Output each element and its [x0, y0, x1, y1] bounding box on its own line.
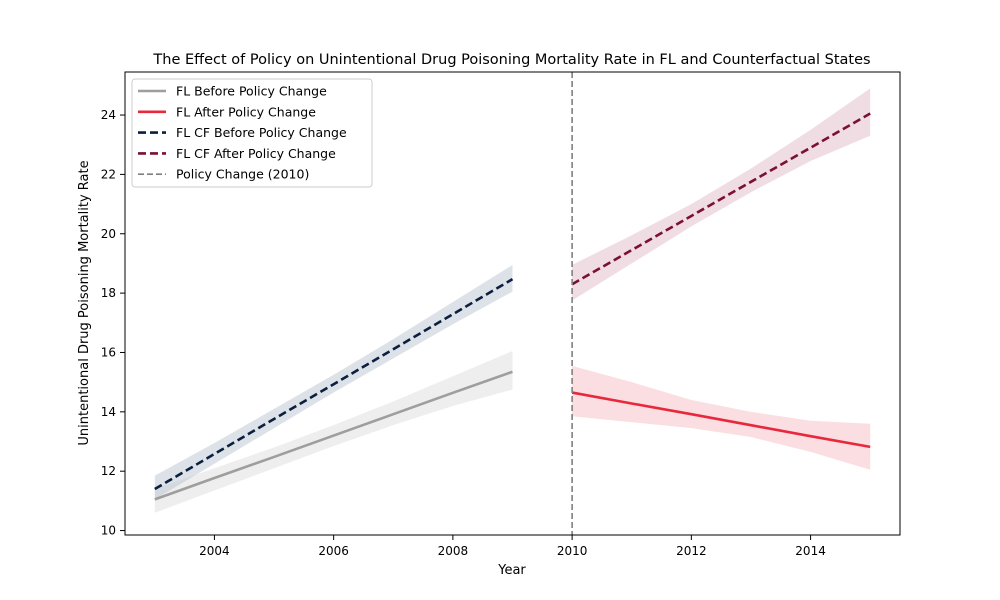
series-line-2 — [154, 278, 514, 491]
y-tick-label: 12 — [101, 464, 116, 478]
x-tick-label: 2004 — [199, 544, 230, 558]
x-tick-label: 2006 — [318, 544, 349, 558]
y-tick-label: 14 — [101, 405, 116, 419]
x-tick-label: 2010 — [557, 544, 588, 558]
x-axis-label: Year — [497, 563, 526, 578]
y-axis-ticks: 10 12 14 16 18 20 22 24 — [101, 108, 125, 538]
x-tick-label: 2012 — [676, 544, 707, 558]
plot-frame — [124, 71, 901, 536]
y-tick-label: 22 — [101, 167, 116, 181]
confidence-band-3 — [572, 88, 871, 301]
y-axis-label: Unintentional Drug Poisoning Mortality R… — [77, 160, 92, 445]
y-tick-label: 24 — [101, 108, 116, 122]
legend-box — [131, 78, 373, 188]
series-lines — [154, 112, 871, 501]
legend-label: Policy Change (2010) — [176, 167, 309, 182]
y-tick-label: 18 — [101, 286, 116, 300]
confidence-band-1 — [572, 365, 871, 470]
legend-label: FL CF Before Policy Change — [176, 125, 347, 140]
y-tick-label: 10 — [101, 524, 116, 538]
legend: FL Before Policy Change FL After Policy C… — [131, 78, 373, 188]
confidence-band-2 — [154, 264, 513, 500]
legend-label: FL CF After Policy Change — [176, 146, 336, 161]
confidence-bands — [154, 88, 871, 513]
y-tick-label: 20 — [101, 227, 116, 241]
x-axis-ticks: 2004 2006 2008 2010 2012 2014 — [199, 535, 826, 558]
confidence-band-0 — [154, 350, 513, 513]
legend-label: FL After Policy Change — [176, 104, 316, 119]
x-tick-label: 2014 — [795, 544, 826, 558]
series-line-1 — [571, 391, 871, 449]
x-tick-label: 2008 — [438, 544, 469, 558]
series-line-0 — [154, 370, 513, 501]
legend-label: FL Before Policy Change — [176, 84, 327, 99]
chart-title: The Effect of Policy on Unintentional Dr… — [152, 52, 870, 68]
series-line-3 — [571, 112, 871, 286]
y-tick-label: 16 — [101, 345, 116, 359]
